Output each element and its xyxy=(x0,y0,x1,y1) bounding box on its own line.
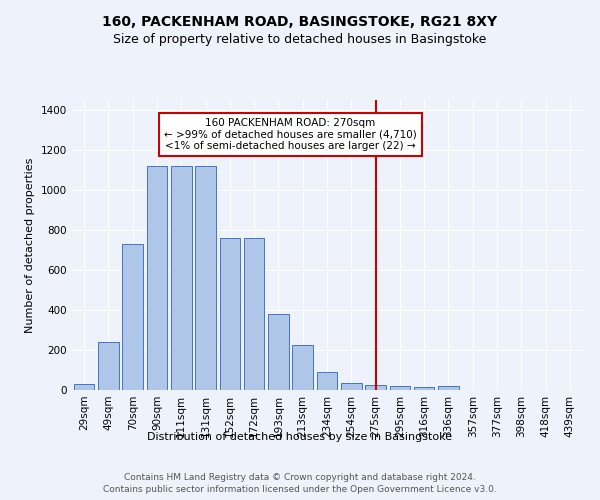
Bar xyxy=(244,238,265,390)
Bar xyxy=(365,385,386,390)
Bar xyxy=(195,166,216,390)
Bar xyxy=(389,386,410,390)
Bar xyxy=(146,166,167,390)
Bar xyxy=(317,372,337,390)
Text: Contains HM Land Registry data © Crown copyright and database right 2024.: Contains HM Land Registry data © Crown c… xyxy=(124,472,476,482)
Text: 160 PACKENHAM ROAD: 270sqm
← >99% of detached houses are smaller (4,710)
<1% of : 160 PACKENHAM ROAD: 270sqm ← >99% of det… xyxy=(164,118,417,151)
Bar xyxy=(438,386,459,390)
Bar xyxy=(341,383,362,390)
Y-axis label: Number of detached properties: Number of detached properties xyxy=(25,158,35,332)
Bar xyxy=(268,314,289,390)
Text: Contains public sector information licensed under the Open Government Licence v3: Contains public sector information licen… xyxy=(103,485,497,494)
Bar xyxy=(292,345,313,390)
Bar xyxy=(74,384,94,390)
Bar xyxy=(220,238,240,390)
Bar xyxy=(171,166,191,390)
Bar xyxy=(98,342,119,390)
Bar xyxy=(414,387,434,390)
Text: Distribution of detached houses by size in Basingstoke: Distribution of detached houses by size … xyxy=(148,432,452,442)
Text: Size of property relative to detached houses in Basingstoke: Size of property relative to detached ho… xyxy=(113,32,487,46)
Bar xyxy=(122,244,143,390)
Text: 160, PACKENHAM ROAD, BASINGSTOKE, RG21 8XY: 160, PACKENHAM ROAD, BASINGSTOKE, RG21 8… xyxy=(103,15,497,29)
